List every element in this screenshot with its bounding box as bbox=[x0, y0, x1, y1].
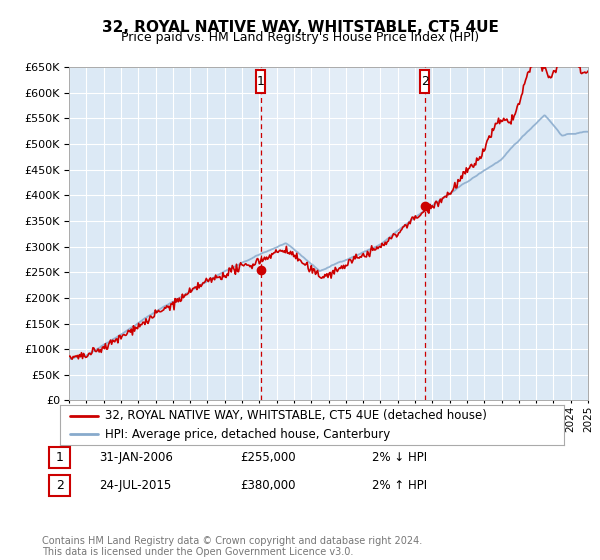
Text: Price paid vs. HM Land Registry's House Price Index (HPI): Price paid vs. HM Land Registry's House … bbox=[121, 31, 479, 44]
Text: 2% ↓ HPI: 2% ↓ HPI bbox=[372, 451, 427, 464]
Text: 24-JUL-2015: 24-JUL-2015 bbox=[99, 479, 171, 492]
FancyBboxPatch shape bbox=[256, 70, 265, 93]
FancyBboxPatch shape bbox=[420, 70, 430, 93]
Text: Contains HM Land Registry data © Crown copyright and database right 2024.
This d: Contains HM Land Registry data © Crown c… bbox=[42, 535, 422, 557]
Text: 31-JAN-2006: 31-JAN-2006 bbox=[99, 451, 173, 464]
Text: £380,000: £380,000 bbox=[240, 479, 296, 492]
Text: 1: 1 bbox=[257, 75, 265, 88]
Text: HPI: Average price, detached house, Canterbury: HPI: Average price, detached house, Cant… bbox=[106, 428, 391, 441]
Text: 32, ROYAL NATIVE WAY, WHITSTABLE, CT5 4UE: 32, ROYAL NATIVE WAY, WHITSTABLE, CT5 4U… bbox=[101, 20, 499, 35]
Text: 2% ↑ HPI: 2% ↑ HPI bbox=[372, 479, 427, 492]
Text: 2: 2 bbox=[56, 479, 64, 492]
Text: 32, ROYAL NATIVE WAY, WHITSTABLE, CT5 4UE (detached house): 32, ROYAL NATIVE WAY, WHITSTABLE, CT5 4U… bbox=[106, 409, 487, 422]
Text: 2: 2 bbox=[421, 75, 428, 88]
Text: 1: 1 bbox=[56, 451, 64, 464]
Bar bbox=[260, 67, 425, 400]
Text: £255,000: £255,000 bbox=[240, 451, 296, 464]
